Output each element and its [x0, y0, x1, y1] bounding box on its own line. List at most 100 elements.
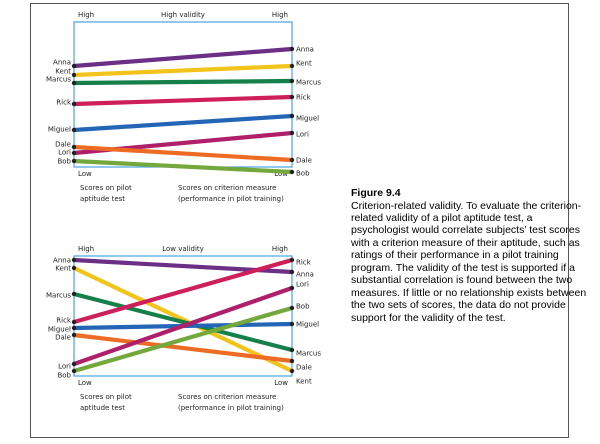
label-right-miguel: Miguel	[296, 321, 319, 329]
label-left-miguel: Miguel	[48, 326, 71, 334]
left-high-label: High	[78, 11, 94, 19]
figure-frame: High High validity High Low Low Scores on pil…	[30, 3, 586, 438]
right-low-label: Low	[274, 170, 288, 178]
label-left-dale: Dale	[55, 334, 71, 342]
dot-right-lori	[289, 130, 295, 136]
figure-caption: Figure 9.4 Criterion-related validity. T…	[351, 187, 593, 324]
line-miguel	[73, 113, 293, 133]
line-anna	[73, 46, 293, 69]
dot-left-marcus	[71, 291, 77, 297]
dot-right-marcus	[289, 78, 295, 84]
right-high-label: High	[272, 11, 288, 19]
label-right-marcus: Marcus	[296, 350, 321, 358]
dot-right-anna	[289, 46, 295, 52]
dot-right-kent	[289, 368, 295, 374]
dot-right-bob	[289, 305, 295, 311]
line-dale	[73, 144, 293, 163]
line-bob	[73, 158, 293, 175]
label-right-dale: Dale	[296, 157, 312, 165]
label-left-bob: Bob	[57, 372, 71, 380]
dot-right-lori	[289, 285, 295, 291]
dot-right-dale	[289, 358, 295, 364]
xlabel-left-line2: aptitude test	[80, 195, 125, 203]
dot-right-bob	[289, 169, 295, 175]
panel-high: High High validity High Low Low Scores on pil…	[46, 11, 321, 203]
xlabel-right-line2: (performance in pilot training)	[178, 195, 284, 203]
label-right-anna: Anna	[296, 46, 314, 54]
line-bob	[73, 305, 293, 374]
dot-left-bob	[71, 368, 77, 374]
dot-left-kent	[71, 265, 77, 271]
panel-box	[73, 255, 293, 377]
line-kent	[73, 63, 293, 78]
label-right-dale: Dale	[296, 364, 312, 372]
dot-left-bob	[71, 158, 77, 164]
label-right-marcus: Marcus	[296, 79, 321, 87]
label-left-lori: Lori	[58, 363, 71, 371]
label-left-lori: Lori	[58, 149, 71, 157]
label-left-marcus: Marcus	[46, 292, 71, 300]
label-left-anna: Anna	[53, 59, 71, 67]
label-right-rick: Rick	[296, 94, 312, 102]
label-left-kent: Kent	[55, 265, 71, 273]
dot-right-miguel	[289, 321, 295, 327]
dot-left-anna	[71, 63, 77, 69]
xlabel-right-line1: Scores on criterion measure	[178, 184, 276, 192]
dot-left-rick	[71, 319, 77, 325]
xlabel-left-line2: aptitude test	[80, 404, 125, 412]
dot-left-dale	[71, 332, 77, 338]
dot-left-marcus	[71, 80, 77, 86]
label-right-kent: Kent	[296, 60, 312, 68]
label-right-miguel: Miguel	[296, 115, 319, 123]
label-right-kent: Kent	[296, 378, 312, 386]
label-left-bob: Bob	[57, 158, 71, 166]
dot-right-anna	[289, 269, 295, 275]
line-rick	[73, 257, 293, 325]
panel-title: High validity	[161, 11, 205, 19]
line-marcus	[73, 78, 293, 86]
line-dale	[73, 332, 293, 364]
panel-low: High Low validity High Low Low Scores on pilo…	[46, 245, 321, 412]
dot-left-rick	[71, 101, 77, 107]
label-right-lori: Lori	[296, 281, 309, 289]
label-right-rick: Rick	[296, 259, 312, 267]
dot-right-rick	[289, 94, 295, 100]
dot-left-miguel	[71, 127, 77, 133]
xlabel-left-line1: Scores on pilot	[80, 393, 132, 401]
left-low-label: Low	[78, 379, 92, 387]
validity-diagrams: High High validity High Low Low Scores on pil…	[46, 11, 321, 412]
left-low-label: Low	[78, 170, 92, 178]
label-left-rick: Rick	[56, 317, 72, 325]
label-left-kent: Kent	[55, 68, 71, 76]
line-rick	[73, 94, 293, 107]
label-left-rick: Rick	[56, 99, 72, 107]
dot-left-kent	[71, 72, 77, 78]
panel-title: Low validity	[162, 245, 204, 253]
dot-left-dale	[71, 144, 77, 150]
right-low-label: Low	[274, 379, 288, 387]
dot-left-lori	[71, 361, 77, 367]
xlabel-right-line1: Scores on criterion measure	[178, 393, 276, 401]
dot-left-miguel	[71, 325, 77, 331]
dot-right-kent	[289, 63, 295, 69]
label-right-bob: Bob	[296, 170, 310, 178]
dot-right-marcus	[289, 347, 295, 353]
label-left-anna: Anna	[53, 257, 71, 265]
xlabel-left-line1: Scores on pilot	[80, 184, 132, 192]
line-marcus	[73, 291, 293, 353]
label-right-bob: Bob	[296, 303, 310, 311]
dot-left-lori	[71, 150, 77, 156]
dot-left-anna	[71, 257, 77, 263]
label-right-anna: Anna	[296, 271, 314, 279]
panel-box	[73, 21, 293, 168]
dot-right-miguel	[289, 113, 295, 119]
dot-right-rick	[289, 257, 295, 263]
right-high-label: High	[272, 245, 288, 253]
line-kent	[73, 266, 293, 373]
dot-right-dale	[289, 157, 295, 163]
left-high-label: High	[78, 245, 94, 253]
caption-body: Criterion-related validity. To evaluate …	[351, 199, 587, 324]
caption-title: Figure 9.4	[351, 187, 401, 199]
label-left-marcus: Marcus	[46, 76, 71, 84]
xlabel-right-line2: (performance in pilot training)	[178, 404, 284, 412]
